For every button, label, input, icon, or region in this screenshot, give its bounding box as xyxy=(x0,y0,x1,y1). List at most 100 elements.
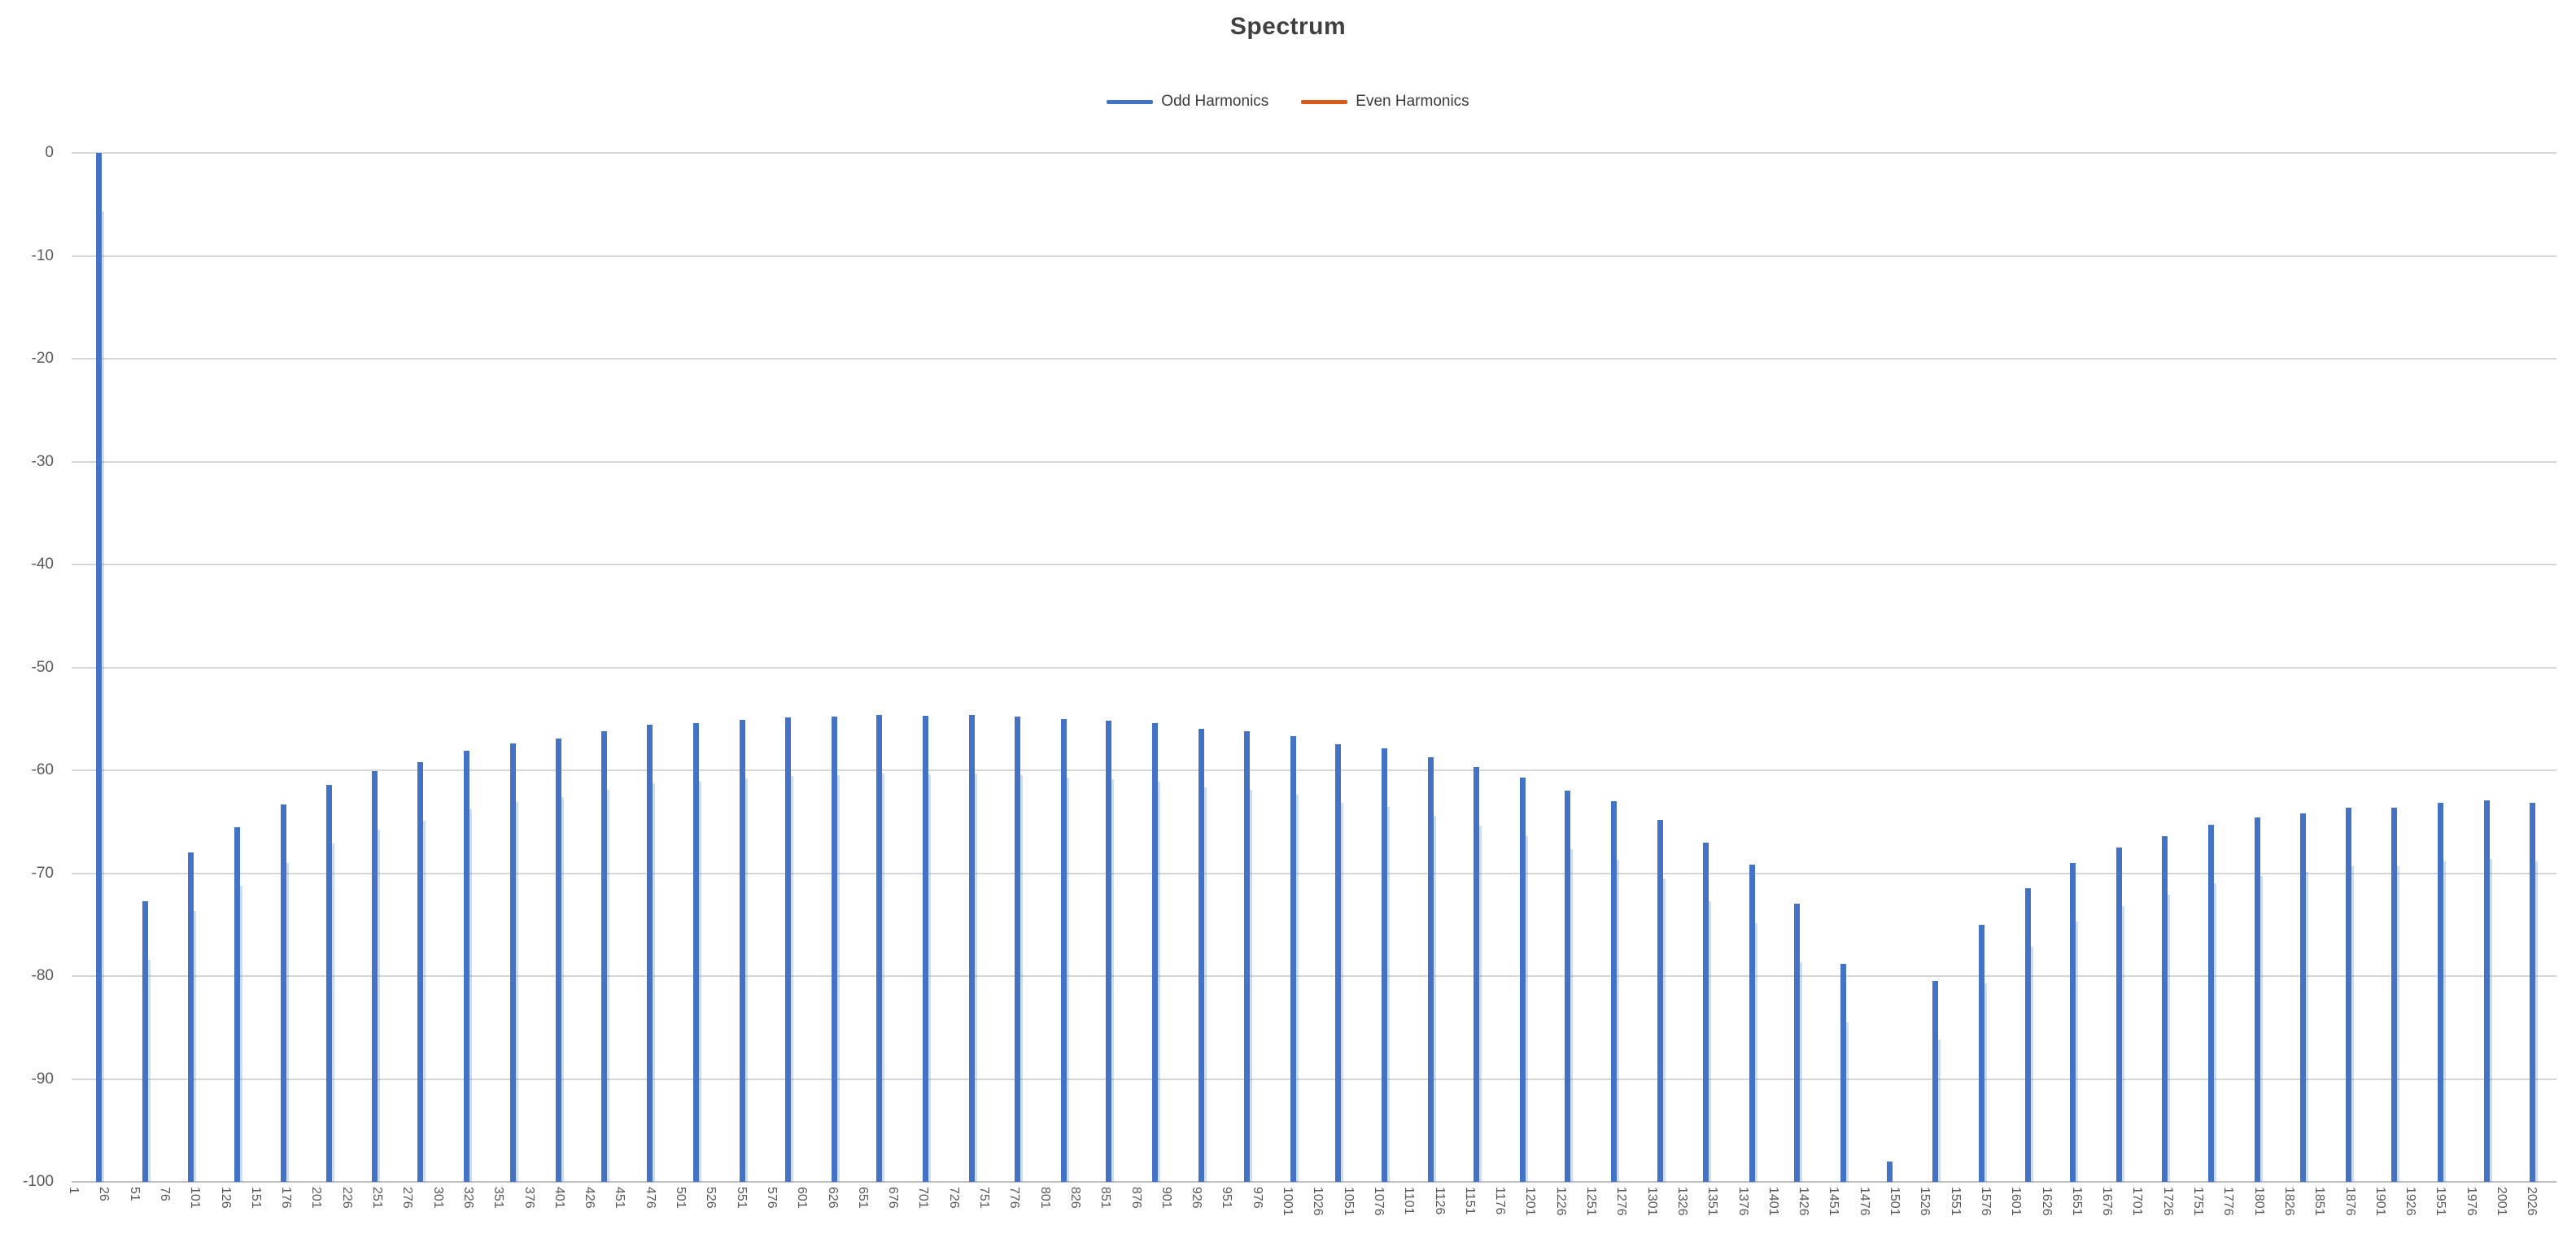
bar-odd-harmonics xyxy=(2437,803,2446,1182)
gridline xyxy=(72,564,2556,565)
bar-odd-harmonics xyxy=(1886,1161,1893,1182)
x-tick-label: 726 xyxy=(946,1187,961,1209)
bar-odd-harmonics xyxy=(1610,800,1619,1183)
y-tick-label: -10 xyxy=(31,246,54,264)
legend-label: Odd Harmonics xyxy=(1161,93,1269,110)
x-tick-label: 2026 xyxy=(2525,1187,2539,1216)
x-tick-label: 901 xyxy=(1159,1187,1173,1209)
gridline xyxy=(72,358,2556,360)
x-tick-label: 1326 xyxy=(1674,1187,1689,1216)
x-tick-label: 1126 xyxy=(1432,1187,1447,1215)
x-tick-label: 351 xyxy=(491,1187,506,1209)
x-tick-label: 1651 xyxy=(2069,1187,2084,1216)
x-tick-label: 1 xyxy=(67,1187,81,1194)
bar-odd-harmonics xyxy=(463,750,472,1183)
x-tick-label: 151 xyxy=(248,1187,263,1209)
x-tick-label: 1226 xyxy=(1553,1187,1568,1216)
x-tick-label: 1676 xyxy=(2100,1187,2115,1216)
x-tick-label: 676 xyxy=(886,1187,901,1209)
x-tick-label: 1526 xyxy=(1918,1187,1932,1216)
x-tick-label: 1751 xyxy=(2191,1187,2205,1216)
chart-title: Spectrum xyxy=(1229,13,1347,40)
bar-odd-harmonics xyxy=(876,714,885,1183)
x-axis-line xyxy=(72,1181,2556,1183)
x-tick-label: 1251 xyxy=(1584,1187,1598,1216)
bar-odd-harmonics xyxy=(1932,981,1941,1182)
x-tick-label: 451 xyxy=(613,1187,627,1209)
bar-odd-harmonics xyxy=(1749,865,1757,1182)
x-tick-label: 1176 xyxy=(1493,1187,1508,1215)
bar-odd-harmonics xyxy=(2345,807,2354,1183)
x-tick-label: 426 xyxy=(583,1187,597,1209)
x-tick-label: 1351 xyxy=(1705,1187,1720,1216)
bar-odd-harmonics xyxy=(2254,817,2263,1182)
x-tick-label: 1426 xyxy=(1797,1187,1811,1216)
gridline xyxy=(72,152,2556,154)
y-tick-label: -30 xyxy=(31,452,54,470)
y-tick-label: -60 xyxy=(31,761,54,778)
x-tick-label: 526 xyxy=(704,1187,718,1209)
x-tick-label: 776 xyxy=(1007,1187,1022,1209)
x-tick-label: 26 xyxy=(97,1187,111,1201)
bar-odd-harmonics xyxy=(2207,825,2216,1182)
bar-odd-harmonics xyxy=(1978,924,1987,1183)
x-tick-label: 326 xyxy=(461,1187,475,1209)
x-tick-label: 801 xyxy=(1037,1187,1052,1209)
y-tick-label: -20 xyxy=(31,350,54,367)
bar-odd-harmonics xyxy=(1565,791,1574,1182)
x-tick-label: 1076 xyxy=(1371,1187,1386,1216)
x-tick-label: 651 xyxy=(855,1187,870,1209)
bar-odd-harmonics xyxy=(95,153,104,1182)
bar-odd-harmonics xyxy=(831,717,840,1182)
bar-odd-harmonics xyxy=(556,738,565,1183)
x-tick-label: 2001 xyxy=(2495,1187,2508,1216)
x-tick-label: 1826 xyxy=(2281,1187,2296,1216)
x-tick-label: 501 xyxy=(674,1187,688,1209)
bar-odd-harmonics xyxy=(371,771,380,1182)
x-tick-label: 1576 xyxy=(1978,1187,1993,1216)
gridline xyxy=(72,460,2556,463)
x-tick-label: 401 xyxy=(552,1187,566,1209)
x-tick-label: 751 xyxy=(977,1187,991,1209)
x-tick-label: 851 xyxy=(1098,1187,1113,1209)
gridline xyxy=(72,872,2556,874)
gridline xyxy=(72,255,2556,257)
bar-odd-harmonics xyxy=(1794,904,1803,1182)
x-tick-label: 1876 xyxy=(2342,1187,2357,1216)
bar-odd-harmonics xyxy=(2115,847,2124,1183)
x-tick-label: 1851 xyxy=(2312,1187,2327,1216)
x-tick-label: 1601 xyxy=(2009,1187,2024,1216)
x-tick-label: 101 xyxy=(188,1187,203,1209)
x-tick-label: 1626 xyxy=(2039,1187,2054,1216)
x-tick-label: 551 xyxy=(734,1187,749,1209)
x-tick-label: 1501 xyxy=(1888,1187,1901,1216)
x-tick-label: 1801 xyxy=(2251,1187,2266,1216)
bar-odd-harmonics xyxy=(1703,842,1712,1183)
bar-odd-harmonics xyxy=(600,730,609,1183)
bar-odd-harmonics xyxy=(1244,730,1253,1183)
x-tick-label: 51 xyxy=(127,1187,142,1201)
x-tick-label: 201 xyxy=(309,1187,324,1209)
bar-odd-harmonics xyxy=(692,722,701,1183)
bar-odd-harmonics xyxy=(2530,803,2539,1182)
y-tick-label: -80 xyxy=(31,967,54,984)
x-tick-label: 126 xyxy=(218,1187,233,1209)
x-tick-label: 1401 xyxy=(1766,1187,1780,1216)
x-tick-label: 1026 xyxy=(1311,1187,1325,1216)
bar-odd-harmonics xyxy=(1381,748,1390,1182)
x-tick-label: 476 xyxy=(643,1187,657,1209)
bar-odd-harmonics xyxy=(234,826,242,1183)
bar-odd-harmonics xyxy=(1290,736,1299,1182)
legend-item-odd-harmonics: Odd Harmonics xyxy=(1107,93,1268,111)
x-tick-label: 1551 xyxy=(1948,1187,1963,1216)
bar-odd-harmonics xyxy=(2069,862,2078,1183)
bar-odd-harmonics xyxy=(647,725,656,1182)
y-tick-label: 0 xyxy=(45,144,54,161)
gridline xyxy=(72,769,2556,771)
bar-odd-harmonics xyxy=(2300,813,2309,1182)
x-tick-label: 1701 xyxy=(2130,1187,2145,1216)
bar-odd-harmonics xyxy=(188,852,197,1182)
bar-odd-harmonics xyxy=(2162,835,2171,1183)
